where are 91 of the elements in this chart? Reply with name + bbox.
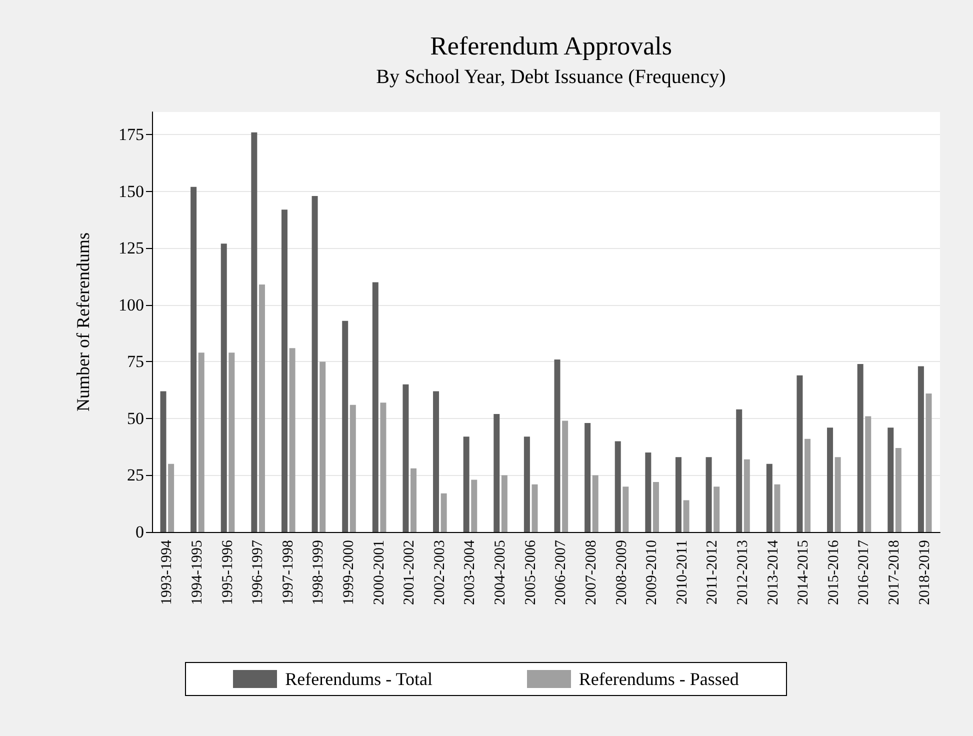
bar (350, 404, 356, 532)
x-tick-label: 2001-2002 (402, 540, 418, 605)
bar (220, 244, 227, 532)
x-tick-label: 1996-1997 (250, 540, 266, 605)
bar (804, 438, 811, 532)
bar (168, 464, 174, 532)
bar (494, 414, 500, 532)
x-tick-label: 2010-2011 (674, 540, 690, 604)
x-tick-label: 1994-1995 (189, 540, 206, 605)
bar (736, 409, 742, 532)
bar (532, 484, 538, 532)
bar (289, 348, 296, 532)
bar (312, 196, 318, 532)
bar (190, 186, 197, 532)
x-tick-label: 2006-2007 (553, 540, 570, 605)
legend-label: Referendums - Passed (578, 668, 739, 690)
bar (918, 366, 924, 532)
bar (471, 480, 478, 532)
x-tick-label: 2005-2006 (522, 540, 539, 605)
bar (592, 475, 598, 532)
x-tick-label: 2004-2005 (492, 540, 509, 605)
bar (380, 402, 386, 532)
bar (584, 423, 591, 532)
bar (714, 486, 720, 532)
chart-title: Referendum Approvals (430, 32, 672, 60)
x-tick-label: 2000-2001 (371, 540, 388, 605)
x-tick-label: 2016-2017 (856, 540, 872, 605)
bar (463, 436, 470, 532)
x-tick-label: 1999-2000 (341, 540, 357, 605)
bar (645, 452, 652, 532)
bar (774, 484, 780, 532)
bar (766, 464, 772, 532)
bar (198, 352, 204, 532)
bar (827, 428, 834, 532)
y-tick-label: 125 (118, 238, 144, 258)
bar (281, 210, 288, 532)
bar (926, 394, 932, 532)
x-tick-label: 2012-2013 (735, 540, 751, 605)
y-tick-label: 50 (127, 408, 144, 428)
y-tick-label: 0 (136, 522, 144, 542)
bar (433, 391, 440, 532)
bar (342, 320, 348, 532)
x-tick-label: 2011-2012 (704, 540, 721, 604)
x-tick-label: 2013-2014 (765, 540, 782, 605)
bar (744, 459, 750, 532)
bar (865, 416, 872, 532)
bar (524, 436, 530, 532)
bar (652, 482, 659, 532)
bar (857, 364, 864, 532)
bar (372, 282, 378, 532)
legend-label: Referendums - Total (285, 668, 433, 690)
bar (834, 457, 841, 532)
bar (440, 493, 447, 532)
bar (796, 375, 803, 532)
bar (554, 359, 560, 532)
x-tick-label: 1995-1996 (220, 540, 236, 605)
bar (501, 475, 508, 532)
x-tick-label: 1993-1994 (159, 540, 176, 605)
bar (258, 284, 265, 532)
bar (675, 457, 682, 532)
x-tick-label: 2007-2008 (583, 540, 600, 605)
bar (622, 486, 629, 532)
chart-subtitle: By School Year, Debt Issuance (Frequency) (376, 66, 726, 88)
y-axis-title: Number of Referendums (73, 232, 93, 412)
bar (888, 428, 894, 532)
bar (562, 420, 568, 532)
x-tick-label: 2015-2016 (826, 540, 842, 605)
x-tick-label: 2014-2015 (796, 540, 812, 605)
bar (706, 457, 712, 532)
bar (410, 468, 417, 532)
y-tick-label: 150 (118, 182, 144, 201)
bar (160, 391, 166, 532)
y-tick-label: 25 (127, 466, 144, 485)
y-tick-label: 75 (127, 352, 144, 372)
y-tick-label: 100 (118, 295, 144, 314)
bar (895, 448, 902, 532)
bar (320, 362, 326, 532)
x-tick-label: 2003-2004 (462, 540, 478, 605)
bar (614, 441, 621, 532)
x-tick-label: 2008-2009 (614, 540, 630, 605)
bar (402, 384, 409, 532)
x-tick-label: 2002-2003 (432, 540, 448, 605)
y-tick-label: 175 (118, 125, 144, 144)
bar (251, 132, 258, 532)
x-tick-label: 2009-2010 (644, 540, 660, 605)
x-tick-label: 1998-1999 (310, 540, 327, 605)
bar (228, 352, 235, 532)
x-tick-label: 1997-1998 (280, 540, 296, 605)
x-tick-label: 2018-2019 (916, 540, 933, 605)
bar (683, 500, 690, 532)
x-tick-label: 2017-2018 (886, 540, 903, 605)
